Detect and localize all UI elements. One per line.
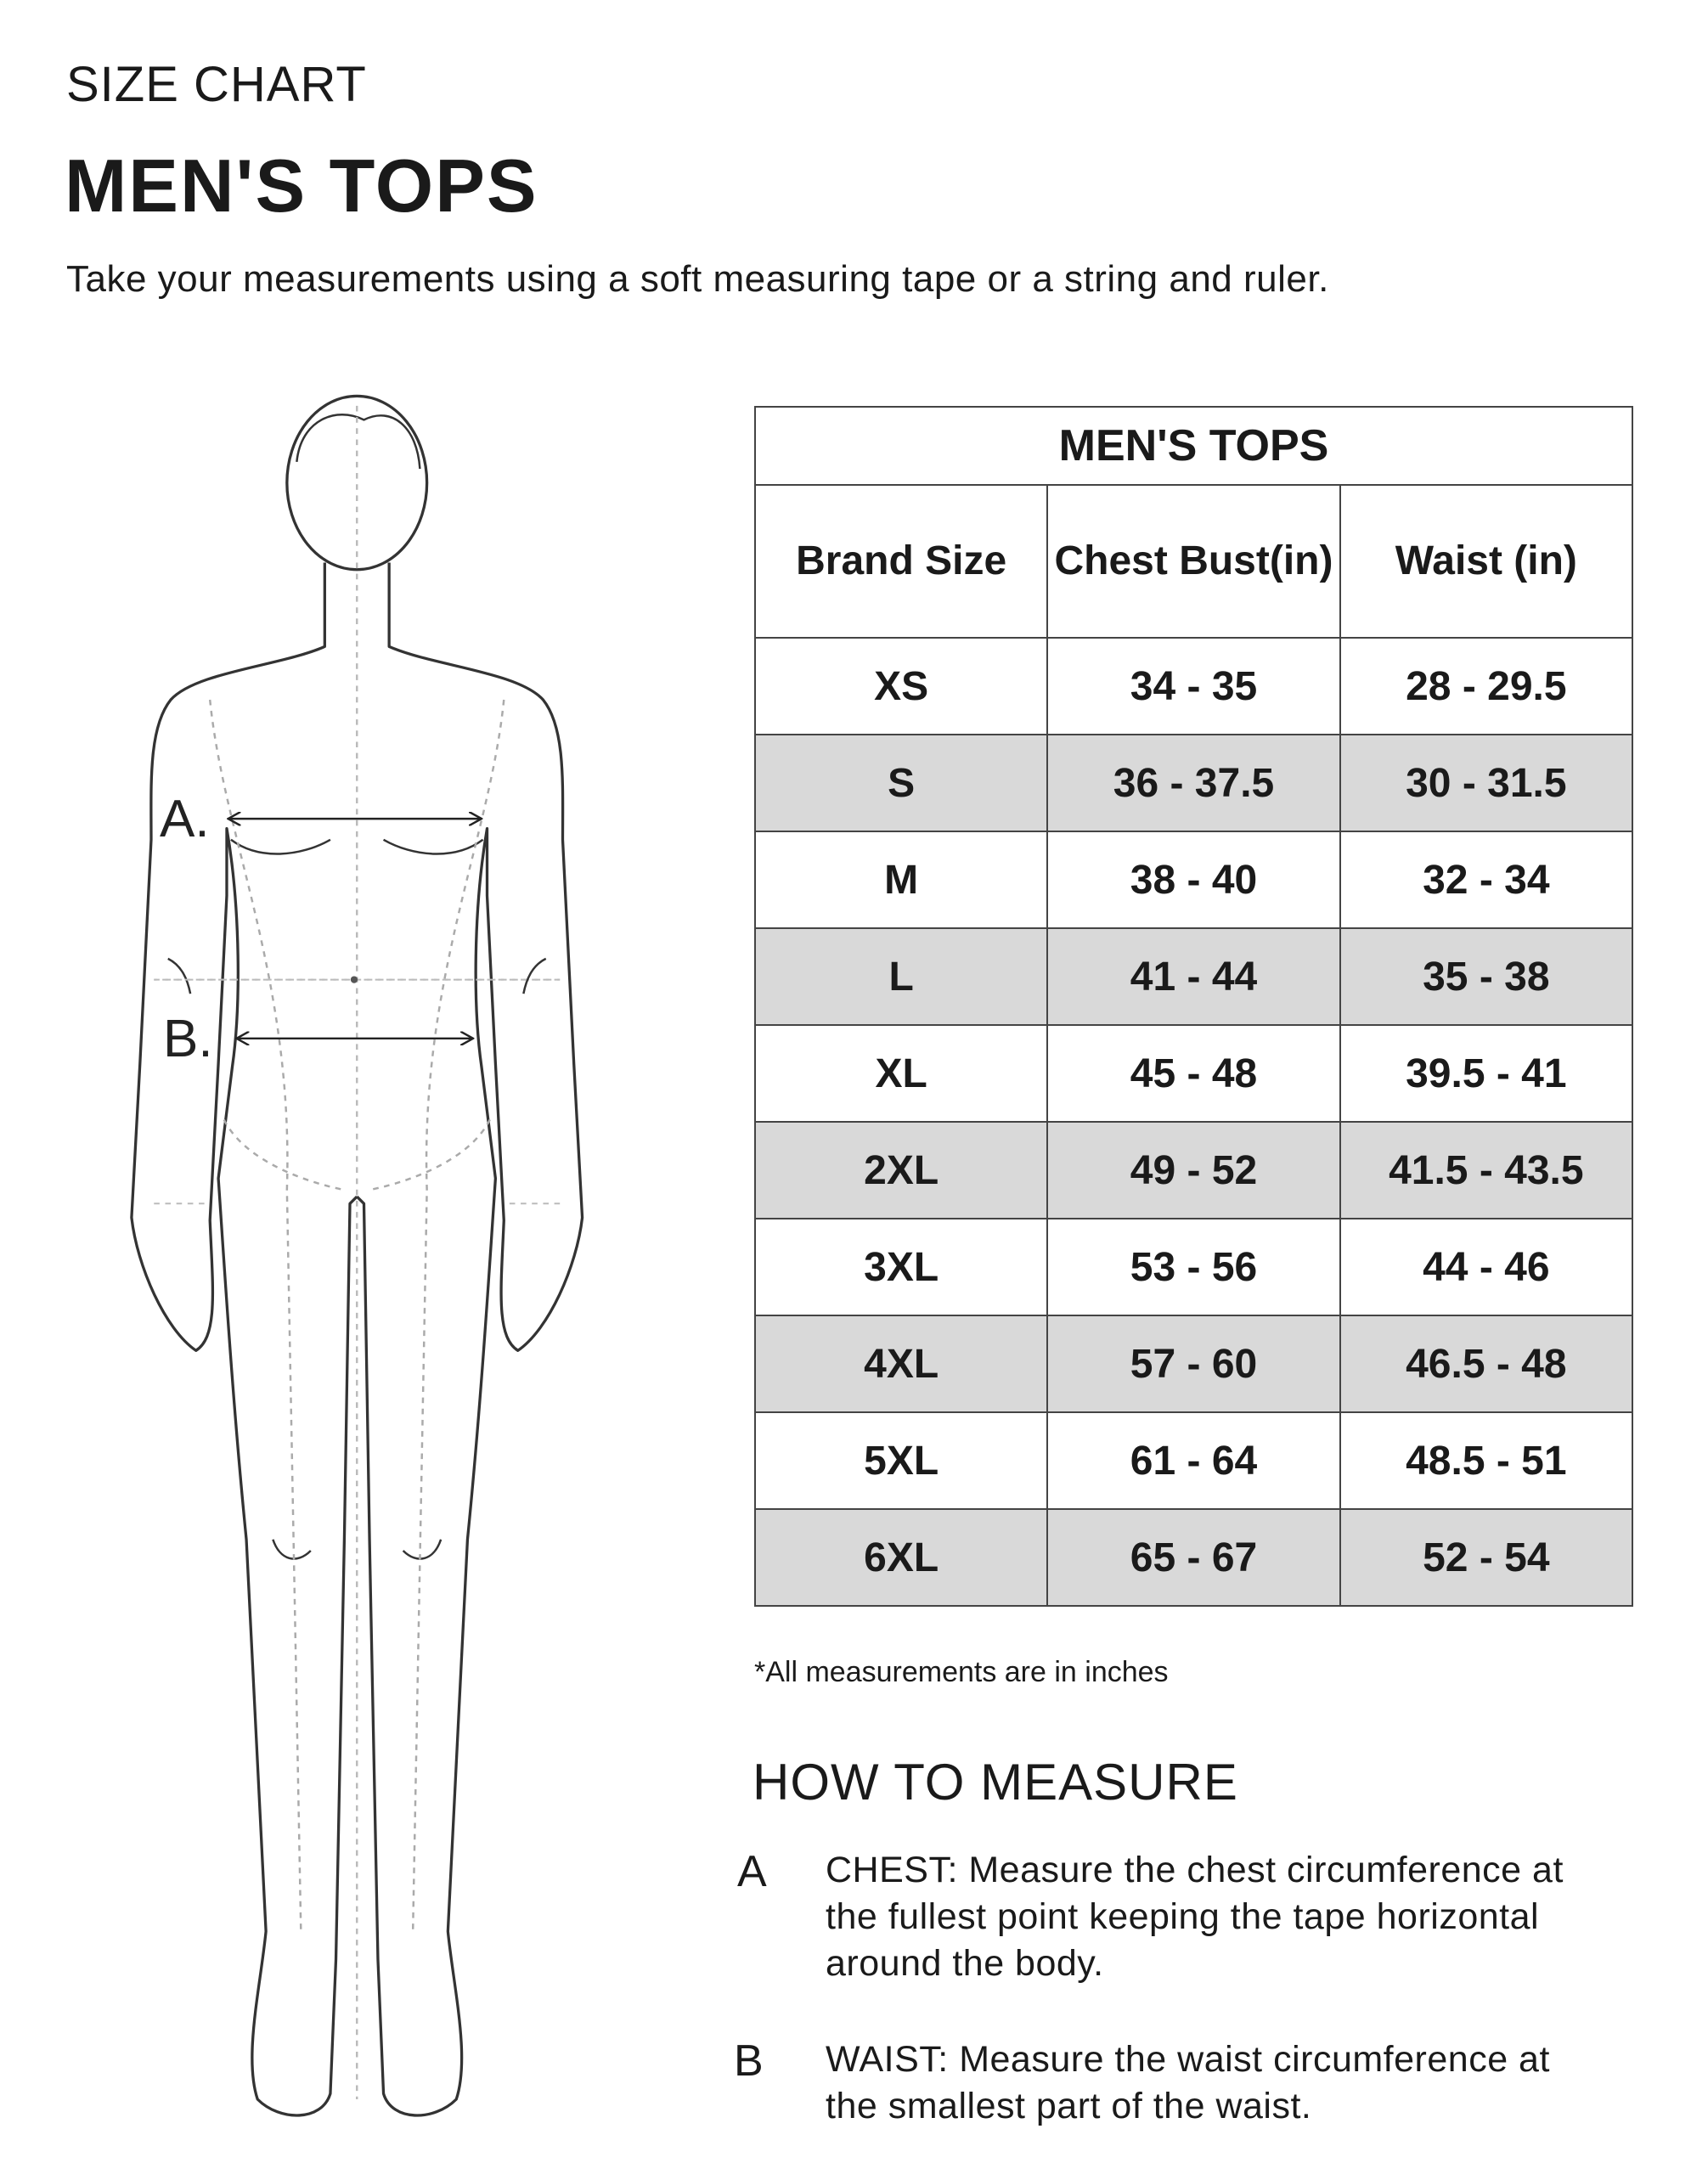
column-header: Chest Bust(in) bbox=[1046, 484, 1341, 639]
column-header: Brand Size bbox=[753, 484, 1049, 639]
table-cell: 5XL bbox=[753, 1411, 1049, 1510]
table-cell: 57 - 60 bbox=[1046, 1315, 1341, 1413]
table-row: 6XL 65 - 67 52 - 54 bbox=[753, 1508, 1634, 1607]
table-cell: 48.5 - 51 bbox=[1339, 1411, 1634, 1510]
table-row: 5XL 61 - 64 48.5 - 51 bbox=[753, 1411, 1634, 1510]
table-cell: 39.5 - 41 bbox=[1339, 1024, 1634, 1123]
column-header: Waist (in) bbox=[1339, 484, 1634, 639]
figure-label: B. bbox=[163, 1010, 213, 1068]
table-cell: XS bbox=[753, 637, 1049, 735]
table-cell: 52 - 54 bbox=[1339, 1508, 1634, 1607]
table-cell: 34 - 35 bbox=[1046, 637, 1341, 735]
footnote: *All measurements are in inches bbox=[754, 1656, 1169, 1688]
table-cell: 2XL bbox=[753, 1121, 1049, 1219]
table-row: XL 45 - 48 39.5 - 41 bbox=[753, 1024, 1634, 1123]
table-cell: 3XL bbox=[753, 1218, 1049, 1316]
table-cell: 53 - 56 bbox=[1046, 1218, 1341, 1316]
figure-label: A. bbox=[160, 790, 210, 848]
step-text: the fullest point keeping the tape horiz… bbox=[826, 1896, 1540, 1937]
table-cell: 61 - 64 bbox=[1046, 1411, 1341, 1510]
table-row: 3XL 53 - 56 44 - 46 bbox=[753, 1218, 1634, 1316]
step-text: WAIST: Measure the waist circumference a… bbox=[826, 2039, 1550, 2080]
table-row: 4XL 57 - 60 46.5 - 48 bbox=[753, 1315, 1634, 1413]
table-cell: 36 - 37.5 bbox=[1046, 734, 1341, 832]
table-cell: M bbox=[753, 831, 1049, 929]
table-cell: 32 - 34 bbox=[1339, 831, 1634, 929]
section-label: SIZE CHART bbox=[66, 57, 367, 112]
step-text: CHEST: Measure the chest circumference a… bbox=[826, 1850, 1564, 1890]
table-cell: 44 - 46 bbox=[1339, 1218, 1634, 1316]
table-row: S 36 - 37.5 30 - 31.5 bbox=[753, 734, 1634, 832]
table-row: XS 34 - 35 28 - 29.5 bbox=[753, 637, 1634, 735]
step-letter: B bbox=[734, 2036, 764, 2086]
table-cell: L bbox=[753, 927, 1049, 1026]
table-cell: 28 - 29.5 bbox=[1339, 637, 1634, 735]
page-title: MEN'S TOPS bbox=[65, 144, 538, 228]
table-cell: 35 - 38 bbox=[1339, 927, 1634, 1026]
step-text: around the body. bbox=[826, 1943, 1104, 1984]
table-cell: 41 - 44 bbox=[1046, 927, 1341, 1026]
step-text: the smallest part of the waist. bbox=[826, 2086, 1312, 2126]
table-row: M 38 - 40 32 - 34 bbox=[753, 831, 1634, 929]
table-cell: XL bbox=[753, 1024, 1049, 1123]
section-title: HOW TO MEASURE bbox=[753, 1754, 1238, 1811]
table-row: 2XL 49 - 52 41.5 - 43.5 bbox=[753, 1121, 1634, 1219]
body-figure: A. B. bbox=[130, 394, 584, 2117]
table-cell: 45 - 48 bbox=[1046, 1024, 1341, 1123]
subtitle: Take your measurements using a soft meas… bbox=[66, 258, 1329, 300]
table-cell: 4XL bbox=[753, 1315, 1049, 1413]
table-cell: 41.5 - 43.5 bbox=[1339, 1121, 1634, 1219]
table-title: MEN'S TOPS bbox=[754, 406, 1633, 486]
table-cell: S bbox=[753, 734, 1049, 832]
step-letter: A bbox=[737, 1847, 767, 1896]
table-cell: 6XL bbox=[753, 1508, 1049, 1607]
table-cell: 49 - 52 bbox=[1046, 1121, 1341, 1219]
size-table: MEN'S TOPS Brand Size Chest Bust(in) Waist… bbox=[753, 406, 1634, 1607]
table-cell: 38 - 40 bbox=[1046, 831, 1341, 929]
table-row: L 41 - 44 35 - 38 bbox=[753, 927, 1634, 1026]
table-cell: 65 - 67 bbox=[1046, 1508, 1341, 1607]
table-cell: 30 - 31.5 bbox=[1339, 734, 1634, 832]
table-cell: 46.5 - 48 bbox=[1339, 1315, 1634, 1413]
